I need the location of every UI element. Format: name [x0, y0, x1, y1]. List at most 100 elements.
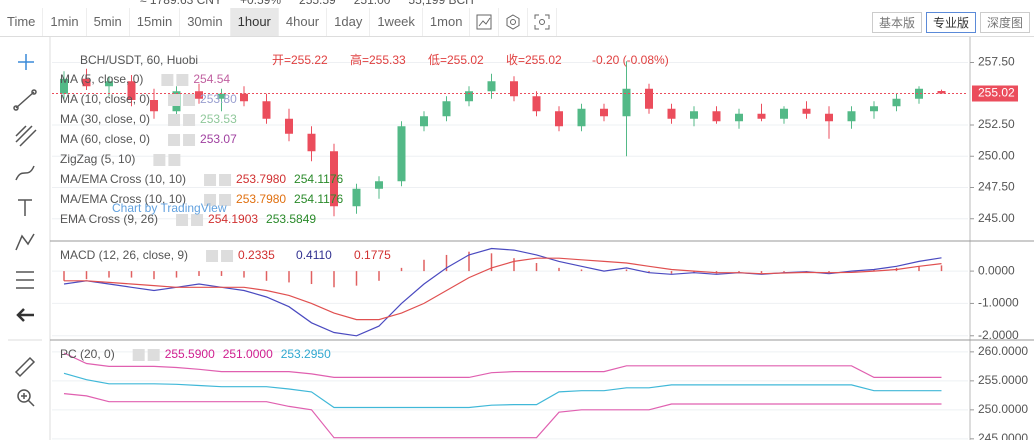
interval-button[interactable]: 1day	[327, 8, 371, 36]
indicator-icon[interactable]	[470, 8, 500, 36]
indicator-eye-button[interactable]	[132, 349, 145, 361]
indicator-close-button[interactable]	[183, 114, 196, 126]
signal-line	[64, 257, 942, 321]
y-tick-label: 250.0000	[978, 402, 1028, 416]
indicator-eye-button[interactable]	[168, 94, 181, 106]
indicator-eye-button[interactable]	[176, 214, 189, 226]
settings-icon[interactable]	[499, 8, 529, 36]
indicator-readout: 253.7980	[236, 172, 286, 186]
indicator-readout: 253.7980	[236, 192, 286, 206]
indicator-eye-button[interactable]	[161, 74, 174, 86]
version-button[interactable]: 专业版	[925, 11, 976, 33]
candle-body	[802, 108, 811, 114]
ticker-value: 55,199 BCH	[408, 0, 474, 7]
indicator-readout: 253.80	[200, 92, 237, 106]
candle-body	[487, 81, 496, 92]
candle-body	[285, 118, 293, 134]
indicator-readout: 254.1903	[208, 212, 258, 226]
indicator-name: MA (5, close, 0)	[60, 72, 143, 86]
indicator-close-button[interactable]	[219, 174, 232, 186]
indicator-name: MA (60, close, 0)	[60, 132, 150, 146]
ticker-value: ≈ 1789.63 CNY	[140, 0, 222, 7]
channel-line	[63, 372, 942, 409]
interval-button[interactable]: Time	[0, 8, 44, 36]
indicator-name: EMA Cross (9, 26)	[60, 212, 158, 226]
candle-body	[262, 101, 271, 119]
indicator-readout: 0.2335	[238, 248, 275, 262]
indicator-readout: 254.54	[193, 72, 230, 86]
candle-body	[645, 88, 653, 109]
indicator-close-button[interactable]	[183, 94, 196, 106]
indicator-readout: 253.2950	[281, 347, 331, 361]
indicator-close-button[interactable]	[168, 154, 181, 166]
indicator-name: MA (10, close, 0)	[60, 92, 150, 106]
y-tick-label: 0.0000	[978, 263, 1015, 277]
candle-body	[397, 126, 406, 182]
candle-body	[937, 91, 946, 94]
candle-body	[82, 78, 91, 87]
watermark: Chart by TradingView	[112, 201, 227, 215]
indicator-name: ZigZag (5, 10)	[60, 152, 135, 166]
version-button[interactable]: 基本版	[871, 11, 922, 33]
interval-button[interactable]: 30min	[180, 8, 231, 36]
candle-body	[217, 93, 226, 99]
version-button[interactable]: 深度图	[979, 11, 1030, 33]
candle-body	[870, 106, 878, 112]
interval-button[interactable]: 15min	[130, 8, 181, 36]
indicator-readout: 0.1775	[354, 248, 391, 262]
indicator-close-button[interactable]	[183, 134, 196, 146]
candle-body	[915, 88, 923, 99]
indicator-eye-button[interactable]	[153, 154, 166, 166]
interval-button[interactable]: 4hour	[279, 8, 328, 36]
candle-body	[375, 181, 383, 189]
ohlc-label: 低=255.02	[428, 53, 484, 67]
indicator-close-button[interactable]	[219, 194, 232, 206]
indicator-eye-button[interactable]	[204, 194, 217, 206]
macd-line	[63, 247, 942, 337]
y-tick-label: 250.00	[978, 148, 1015, 162]
ohlc-label: 开=255.22	[272, 53, 328, 67]
indicator-close-button[interactable]	[191, 214, 204, 226]
candle-body	[150, 100, 158, 112]
candle-body	[847, 111, 856, 122]
candle-body	[195, 91, 203, 99]
indicator-close-button[interactable]	[221, 250, 234, 262]
indicator-name: MA (30, close, 0)	[60, 112, 150, 126]
indicator-readout: 254.1176	[294, 172, 343, 186]
indicator-eye-button[interactable]	[168, 114, 181, 126]
ticker-value: 255.59	[299, 0, 336, 7]
screenshot-icon[interactable]	[528, 8, 558, 36]
indicator-close-button[interactable]	[147, 349, 160, 361]
interval-button[interactable]: 1hour	[230, 8, 279, 36]
candle-body	[577, 108, 586, 127]
drawing-tools[interactable]	[13, 54, 37, 407]
y-tick-label: -1.0000	[978, 296, 1019, 310]
channel-line	[63, 352, 942, 378]
ohlc-label: 收=255.02	[506, 53, 562, 67]
y-tick-label: 245.0000	[978, 431, 1028, 440]
y-tick-label: -2.0000	[978, 328, 1019, 342]
candle-body	[555, 111, 563, 127]
indicator-eye-button[interactable]	[168, 134, 181, 146]
interval-button[interactable]: 1week	[370, 8, 423, 36]
interval-button[interactable]: 1mon	[423, 8, 471, 36]
ticker-value: +0.59%	[239, 0, 282, 7]
candle-body	[420, 116, 428, 127]
indicator-eye-button[interactable]	[204, 174, 217, 186]
indicator-readout: 0.4110	[296, 248, 332, 262]
candle-body	[757, 113, 766, 119]
ticker-strip: ≈ 1789.63 CNY +0.59% 255.59 251.00 55,199 BC…	[0, 0, 1034, 8]
candle-body	[780, 108, 788, 119]
interval-button[interactable]: 1min	[43, 8, 87, 36]
indicator-name: MACD (12, 26, close, 9)	[60, 248, 188, 262]
interval-button[interactable]: 5min	[87, 8, 130, 36]
candle-body	[735, 113, 743, 122]
indicator-eye-button[interactable]	[206, 250, 219, 262]
price-change: -0.20 (-0.08%)	[592, 53, 669, 67]
indicator-close-button[interactable]	[176, 74, 189, 86]
channel-line	[63, 393, 942, 439]
indicator-readout: 253.53	[200, 112, 237, 126]
indicator-readout: 254.1176	[294, 192, 343, 206]
